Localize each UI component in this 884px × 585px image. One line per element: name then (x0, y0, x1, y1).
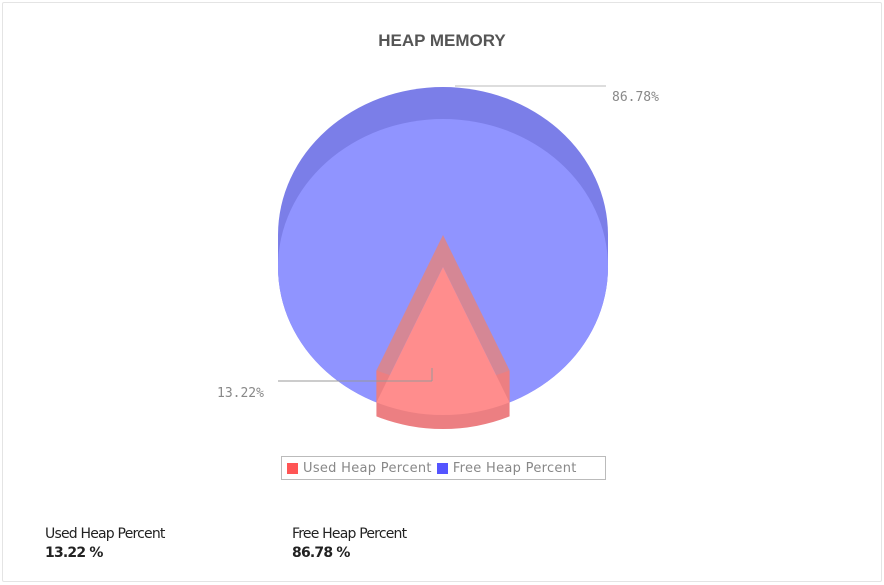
data-label-used: 13.22% (217, 386, 264, 401)
pie-slice-used-wall-left (376, 235, 443, 403)
pie-slice-used-wall-right (443, 235, 510, 403)
legend-swatch-free (436, 462, 448, 474)
stat-name: Free Heap Percent (292, 526, 407, 542)
stat-value: 13.22 % (45, 545, 103, 561)
legend-swatch-used (287, 462, 298, 474)
legend-item-free[interactable]: Free Heap Percent (452, 460, 577, 476)
stat-free: Free Heap Percent 86.78 % (292, 526, 407, 561)
chart-title: HEAP MEMORY (378, 31, 506, 50)
stat-value: 86.78 % (292, 545, 350, 561)
legend: Used Heap Percent Free Heap Percent (281, 456, 606, 480)
legend-item-used[interactable]: Used Heap Percent (303, 460, 432, 476)
data-label-free: 86.78% (612, 90, 659, 105)
stat-used: Used Heap Percent 13.22 % (45, 526, 165, 561)
stat-name: Used Heap Percent (45, 526, 165, 542)
pie-slice-used (376, 267, 510, 416)
